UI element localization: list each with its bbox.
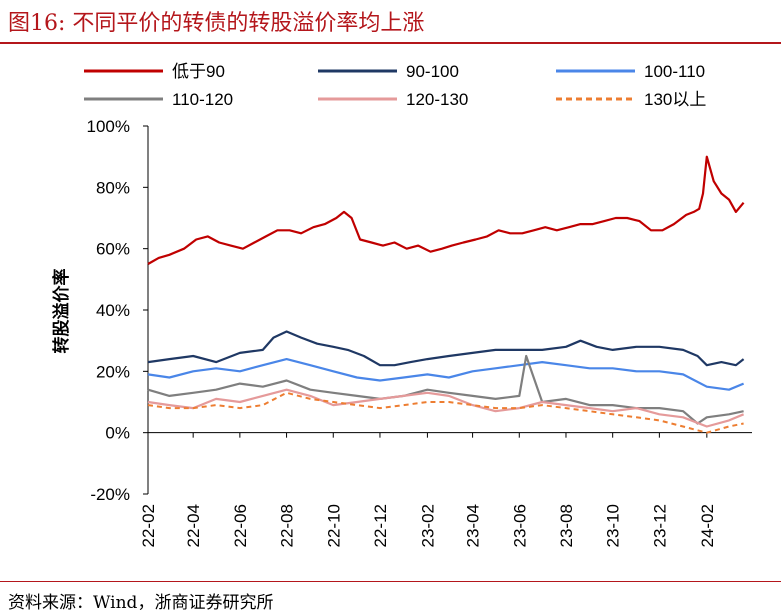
figure-header: 图16: 不同平价的转债的转股溢价率均上涨 [0,0,781,44]
premium-rate-chart: 低于90 90-100 100-110 110-120 120-130 130以上 100… [51,62,752,547]
x-tick-label: 22-10 [324,504,343,547]
x-tick-label: 23-08 [557,504,576,547]
series-line-2 [147,358,745,391]
source-note: 资料来源：Wind，浙商证券研究所 [8,593,274,613]
chart-legend: 低于90 90-100 100-110 110-120 120-130 130以上 [84,62,706,109]
legend-label-1: 90-100 [406,62,459,81]
x-tick-label: 23-12 [650,504,669,547]
figure-title: 图16: 不同平价的转债的转股溢价率均上涨 [8,11,425,36]
legend-label-3: 110-120 [172,90,233,109]
footer-rule [0,581,781,582]
y-axis: 100% 80% 60% 40% 20% 0% -20% [87,117,149,504]
x-tick-label: 22-08 [278,504,297,547]
series-line-4 [147,388,745,428]
x-tick-label: 24-02 [698,504,717,547]
y-tick-label: 100% [87,117,130,136]
y-tick-label: 20% [96,362,130,381]
legend-label-4: 120-130 [406,90,468,109]
series-line-1 [147,330,745,367]
x-tick-label: 23-06 [510,504,529,547]
series-line-0 [147,155,745,265]
y-tick-label: 0% [105,424,130,443]
x-tick-label: 22-12 [371,504,390,547]
series-line-5 [147,391,744,434]
legend-label-2: 100-110 [644,62,705,81]
x-tick-label: 23-10 [604,504,623,547]
y-tick-label: 60% [96,240,130,259]
y-tick-label: 40% [96,301,130,320]
x-tick-label: 22-02 [139,504,158,547]
x-tick-label: 23-04 [464,504,483,547]
legend-label-0: 低于90 [172,62,225,81]
plot-area [147,155,745,434]
series-line-3 [147,354,744,425]
title-rule [0,42,781,44]
legend-label-5: 130以上 [644,90,706,109]
y-axis-title: 转股溢价率 [51,269,72,354]
x-tick-label: 22-04 [184,504,203,547]
x-tick-label: 23-02 [418,504,437,547]
y-tick-label: 80% [96,178,130,197]
y-tick-label: -20% [90,485,130,504]
x-axis: 22-02 22-04 22-06 22-08 22-10 22-12 23-02 23-04… [139,432,752,547]
x-tick-label: 22-06 [231,504,250,547]
